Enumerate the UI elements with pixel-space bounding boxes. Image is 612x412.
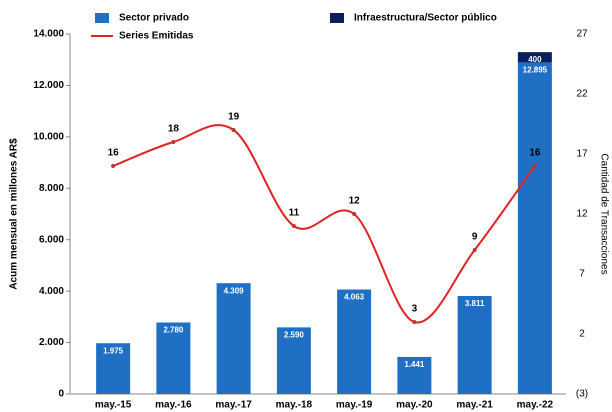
legend-label: Infraestructura/Sector público bbox=[354, 13, 497, 24]
bar-label: 2.780 bbox=[163, 326, 184, 335]
line-label: 9 bbox=[472, 232, 478, 243]
x-tick-label: may.-15 bbox=[95, 400, 132, 411]
line-label: 18 bbox=[168, 124, 180, 135]
line-label: 11 bbox=[289, 208, 300, 219]
bar bbox=[96, 343, 131, 394]
line-label: 19 bbox=[228, 112, 240, 123]
x-tick-label: may.-18 bbox=[276, 400, 313, 411]
x-tick-label: may.-22 bbox=[517, 400, 554, 411]
y2-tick-label: 7 bbox=[579, 269, 585, 280]
y-tick-label: 12.000 bbox=[33, 80, 64, 91]
bar-label: 3.811 bbox=[465, 299, 485, 308]
point bbox=[111, 164, 116, 168]
line bbox=[112, 124, 536, 324]
x-tick-label: may.-19 bbox=[336, 400, 373, 411]
y2-tick-label: 2 bbox=[579, 329, 585, 340]
bar bbox=[517, 62, 552, 395]
y-axis-label: Acum mensual en millones AR$ bbox=[9, 138, 20, 290]
bar bbox=[276, 327, 311, 394]
bar bbox=[517, 52, 552, 63]
legend-swatch bbox=[330, 13, 344, 23]
line-label: 16 bbox=[529, 148, 541, 159]
point bbox=[352, 212, 357, 216]
x-tick-label: may.-17 bbox=[215, 400, 252, 411]
y-tick-label: 8.000 bbox=[39, 183, 64, 194]
bar bbox=[457, 296, 492, 394]
bar-label: 12.895 bbox=[523, 66, 548, 75]
y-tick-label: 10.000 bbox=[33, 131, 64, 142]
bar bbox=[156, 322, 191, 394]
legend-label: Series Emitidas bbox=[119, 31, 194, 42]
bar bbox=[216, 283, 251, 394]
point bbox=[231, 128, 236, 132]
point bbox=[472, 248, 477, 252]
y-tick-label: 14.000 bbox=[33, 29, 64, 40]
y2-tick-label: 27 bbox=[576, 29, 588, 40]
y2-tick-label: 22 bbox=[576, 89, 588, 100]
bar-label: 400 bbox=[528, 55, 542, 64]
y-tick-label: 0 bbox=[58, 389, 64, 400]
legend-swatch bbox=[95, 13, 109, 23]
y-tick-label: 4.000 bbox=[39, 286, 64, 297]
y-tick-label: 6.000 bbox=[39, 234, 64, 245]
bar-label: 2.590 bbox=[284, 331, 305, 340]
bar-label: 1.975 bbox=[103, 346, 124, 355]
bar-label: 4.309 bbox=[224, 286, 245, 295]
point bbox=[532, 164, 537, 168]
y2-axis-label: Cantidad de Transacciones bbox=[598, 153, 609, 274]
y2-tick-label: 12 bbox=[576, 209, 588, 220]
bar bbox=[337, 289, 372, 394]
point bbox=[171, 140, 176, 144]
line-label: 16 bbox=[108, 148, 120, 159]
y-tick-label: 2.000 bbox=[39, 337, 64, 348]
x-tick-label: may.-16 bbox=[155, 400, 192, 411]
bar bbox=[397, 356, 432, 394]
y2-tick-label: 17 bbox=[576, 149, 588, 160]
point bbox=[412, 320, 417, 324]
y2-tick-label: (3) bbox=[576, 389, 588, 400]
x-tick-label: may.-21 bbox=[456, 400, 493, 411]
line-label: 3 bbox=[412, 304, 418, 315]
point bbox=[291, 224, 296, 228]
line-label: 12 bbox=[349, 196, 361, 207]
legend-label: Sector privado bbox=[119, 13, 189, 24]
bar-label: 4.063 bbox=[344, 293, 365, 302]
bar-label: 1.441 bbox=[404, 360, 425, 369]
x-tick-label: may.-20 bbox=[396, 400, 433, 411]
